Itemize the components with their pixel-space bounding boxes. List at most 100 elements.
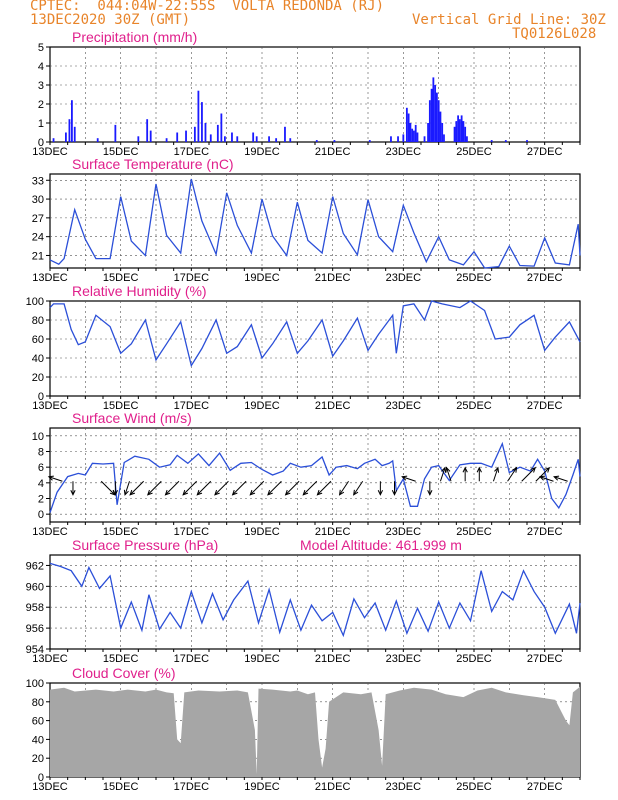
wind-xtick-label: 19DEC — [244, 526, 280, 538]
wind-arrow-head — [445, 466, 451, 473]
wind-title: Surface Wind (m/s) — [72, 410, 192, 426]
rh-xtick-label: 25DEC — [456, 400, 492, 412]
wind-xtick-label: 25DEC — [456, 526, 492, 538]
wind-arrow-head — [214, 489, 220, 496]
precip-bar — [146, 119, 149, 142]
precip-xtick-label: 27DEC — [527, 146, 563, 158]
cloud-xtick-label: 21DEC — [315, 781, 351, 793]
wind-arrow — [232, 480, 247, 496]
precip-bar — [437, 100, 440, 142]
precip-bar — [73, 126, 76, 142]
wind-ytick-label: 0 — [38, 509, 44, 521]
wind-arrow — [317, 480, 332, 496]
wind-arrow-head — [182, 489, 189, 496]
wind-arrow-head — [146, 489, 153, 496]
wind-arrow-head — [338, 489, 345, 496]
wind-ytick-label: 6 — [38, 462, 44, 474]
cloud-xtick-label: 15DEC — [103, 781, 139, 793]
precip-bar — [268, 136, 270, 142]
rh-ytick-label: 40 — [32, 353, 44, 365]
wind-arrow-head — [249, 489, 256, 496]
pres-frame — [49, 554, 581, 650]
wind-arrow — [535, 467, 550, 482]
wind-arrow — [521, 467, 536, 482]
precip-bar — [436, 92, 438, 142]
cloud-ytick-label: 40 — [32, 734, 44, 746]
wind-arrow — [100, 480, 116, 496]
wind-arrow-head — [164, 489, 171, 496]
precip-bar — [466, 136, 468, 142]
precip-bar — [149, 130, 152, 142]
wind-arrow — [439, 467, 446, 482]
temp-xtick-label: 27DEC — [527, 272, 563, 284]
rh-ytick-label: 20 — [32, 372, 44, 384]
pres-xtick-label: 19DEC — [244, 653, 280, 665]
precip-bar — [430, 88, 433, 142]
wind-arrow-head — [441, 466, 447, 473]
precip-bar — [224, 136, 226, 142]
precip-bar — [490, 140, 493, 142]
pres-xtick-label: 15DEC — [103, 653, 139, 665]
wind-arrow — [147, 480, 162, 496]
cloud-ytick-label: 100 — [26, 678, 44, 690]
precip-bar — [315, 140, 318, 142]
rh-xtick-label: 13DEC — [32, 400, 68, 412]
precip-bar — [416, 132, 419, 142]
wind-arrow — [129, 480, 144, 496]
rh-xtick-label: 23DEC — [386, 400, 422, 412]
precip-bar — [255, 136, 258, 142]
rh-ytick-label: 80 — [32, 315, 44, 327]
precip-bar — [68, 119, 71, 142]
rh-ytick-label: 0 — [38, 391, 44, 403]
precip-bar — [464, 126, 467, 142]
precip-bar — [443, 134, 445, 142]
precip-bar — [402, 134, 405, 142]
wind-arrow-head — [538, 475, 546, 481]
precip-ytick-label: 1 — [38, 118, 44, 130]
precip-bar — [176, 132, 179, 142]
temp-ytick-label: 21 — [32, 250, 44, 262]
pres-xtick-label: 25DEC — [456, 653, 492, 665]
precip-bar — [289, 138, 292, 142]
temp-xtick-label: 21DEC — [315, 272, 351, 284]
wind-arrow — [182, 480, 197, 496]
precip-ytick-label: 3 — [38, 80, 44, 92]
cloud-xtick-label: 27DEC — [527, 781, 563, 793]
temp-frame — [49, 173, 581, 269]
precip-ytick-label: 2 — [38, 99, 44, 111]
temp-ytick-label: 27 — [32, 213, 44, 225]
precip-ytick-label: 0 — [38, 137, 44, 149]
rh-xtick-label: 19DEC — [244, 400, 280, 412]
wind-arrow — [553, 476, 568, 482]
wind-ytick-label: 10 — [32, 431, 44, 443]
wind-series-line — [49, 441, 581, 513]
precip-bar — [427, 123, 429, 142]
precip-bar — [275, 138, 278, 142]
precip-bar — [216, 124, 219, 142]
cloud-area — [50, 686, 580, 777]
precip-bar — [193, 126, 196, 142]
pres-ytick-label: 960 — [26, 581, 44, 593]
precip-bar — [185, 130, 187, 142]
wind-xtick-label: 27DEC — [527, 526, 563, 538]
wind-arrow-head — [401, 475, 408, 481]
temp-ytick-label: 33 — [32, 175, 44, 187]
precip-title: Precipitation (mm/h) — [72, 29, 197, 45]
wind-arrow — [196, 480, 212, 496]
wind-arrow — [302, 480, 318, 496]
wind-arrow-head — [544, 466, 551, 473]
precip-xtick-label: 13DEC — [32, 146, 68, 158]
wind-arrow — [539, 476, 554, 482]
wind-arrow-head — [553, 475, 560, 481]
pres-ytick-label: 954 — [26, 644, 44, 656]
wind-arrow-head — [302, 489, 309, 496]
wind-arrow — [285, 480, 300, 496]
wind-arrow — [402, 476, 416, 482]
wind-arrow-head — [476, 466, 482, 473]
pres-xtick-label: 17DEC — [174, 653, 210, 665]
wind-arrow — [339, 480, 349, 496]
precip-bar — [526, 140, 528, 142]
precip-bar — [413, 130, 415, 142]
precip-bar — [52, 138, 55, 142]
precip-bar — [231, 132, 233, 142]
